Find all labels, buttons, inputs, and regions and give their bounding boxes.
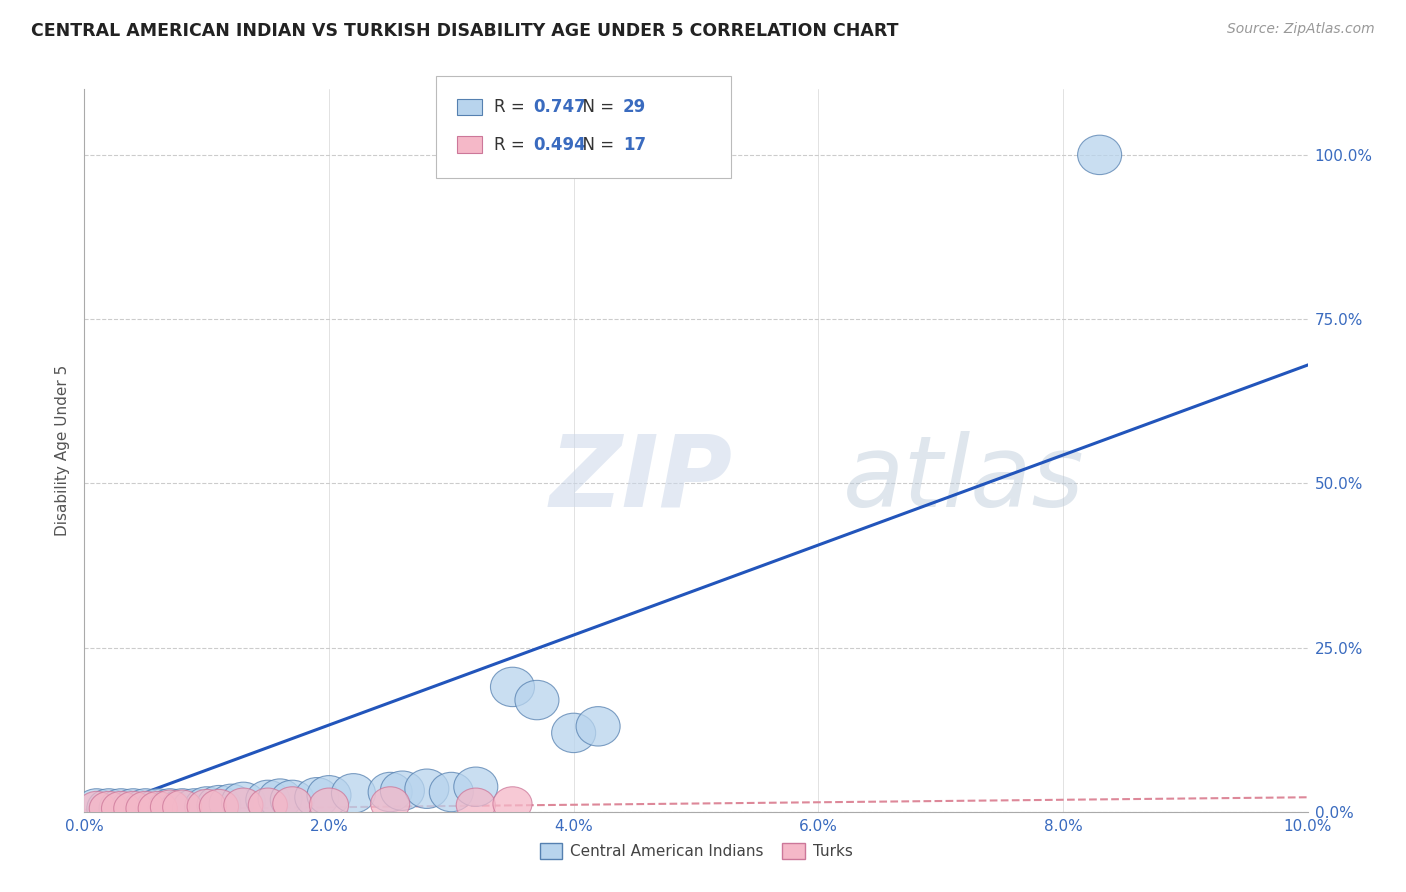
Ellipse shape — [371, 787, 409, 821]
Text: ZIP: ZIP — [550, 431, 733, 528]
Ellipse shape — [173, 789, 217, 828]
Text: 29: 29 — [623, 98, 647, 116]
Ellipse shape — [87, 789, 131, 828]
Ellipse shape — [405, 769, 449, 808]
Ellipse shape — [551, 714, 596, 753]
Text: N =: N = — [572, 98, 620, 116]
Ellipse shape — [187, 789, 226, 823]
Ellipse shape — [111, 789, 155, 828]
Ellipse shape — [209, 784, 253, 823]
Ellipse shape — [89, 791, 128, 825]
Text: N =: N = — [572, 136, 620, 153]
Ellipse shape — [270, 780, 315, 820]
Ellipse shape — [127, 791, 165, 825]
Ellipse shape — [1077, 136, 1122, 175]
Ellipse shape — [114, 791, 153, 825]
Ellipse shape — [259, 779, 302, 818]
Ellipse shape — [332, 773, 375, 813]
Ellipse shape — [98, 789, 143, 828]
Ellipse shape — [197, 786, 240, 825]
Ellipse shape — [224, 788, 263, 822]
Ellipse shape — [454, 767, 498, 806]
Text: R =: R = — [494, 136, 530, 153]
Ellipse shape — [515, 681, 560, 720]
Ellipse shape — [75, 789, 118, 828]
Ellipse shape — [124, 789, 167, 828]
Ellipse shape — [136, 789, 180, 828]
Ellipse shape — [368, 772, 412, 812]
Text: Source: ZipAtlas.com: Source: ZipAtlas.com — [1227, 22, 1375, 37]
Ellipse shape — [307, 776, 352, 815]
Ellipse shape — [249, 788, 287, 822]
Text: R =: R = — [494, 98, 530, 116]
Ellipse shape — [150, 790, 190, 824]
Ellipse shape — [148, 789, 193, 828]
Legend: Central American Indians, Turks: Central American Indians, Turks — [533, 838, 859, 865]
Ellipse shape — [163, 790, 202, 824]
Text: atlas: atlas — [842, 431, 1084, 528]
Ellipse shape — [200, 789, 239, 823]
Ellipse shape — [295, 778, 339, 817]
Ellipse shape — [491, 667, 534, 706]
Ellipse shape — [246, 780, 290, 820]
Ellipse shape — [456, 788, 495, 822]
Text: 0.494: 0.494 — [533, 136, 586, 153]
Ellipse shape — [160, 789, 204, 828]
Text: 17: 17 — [623, 136, 645, 153]
Ellipse shape — [494, 787, 531, 821]
Text: CENTRAL AMERICAN INDIAN VS TURKISH DISABILITY AGE UNDER 5 CORRELATION CHART: CENTRAL AMERICAN INDIAN VS TURKISH DISAB… — [31, 22, 898, 40]
Ellipse shape — [576, 706, 620, 746]
Ellipse shape — [273, 787, 312, 821]
Ellipse shape — [381, 771, 425, 811]
Y-axis label: Disability Age Under 5: Disability Age Under 5 — [55, 365, 70, 536]
Ellipse shape — [184, 787, 229, 826]
Ellipse shape — [77, 791, 117, 825]
Ellipse shape — [429, 772, 474, 812]
Ellipse shape — [138, 791, 177, 825]
Ellipse shape — [309, 788, 349, 822]
Text: 0.747: 0.747 — [533, 98, 586, 116]
Ellipse shape — [221, 782, 266, 822]
Ellipse shape — [101, 791, 141, 825]
